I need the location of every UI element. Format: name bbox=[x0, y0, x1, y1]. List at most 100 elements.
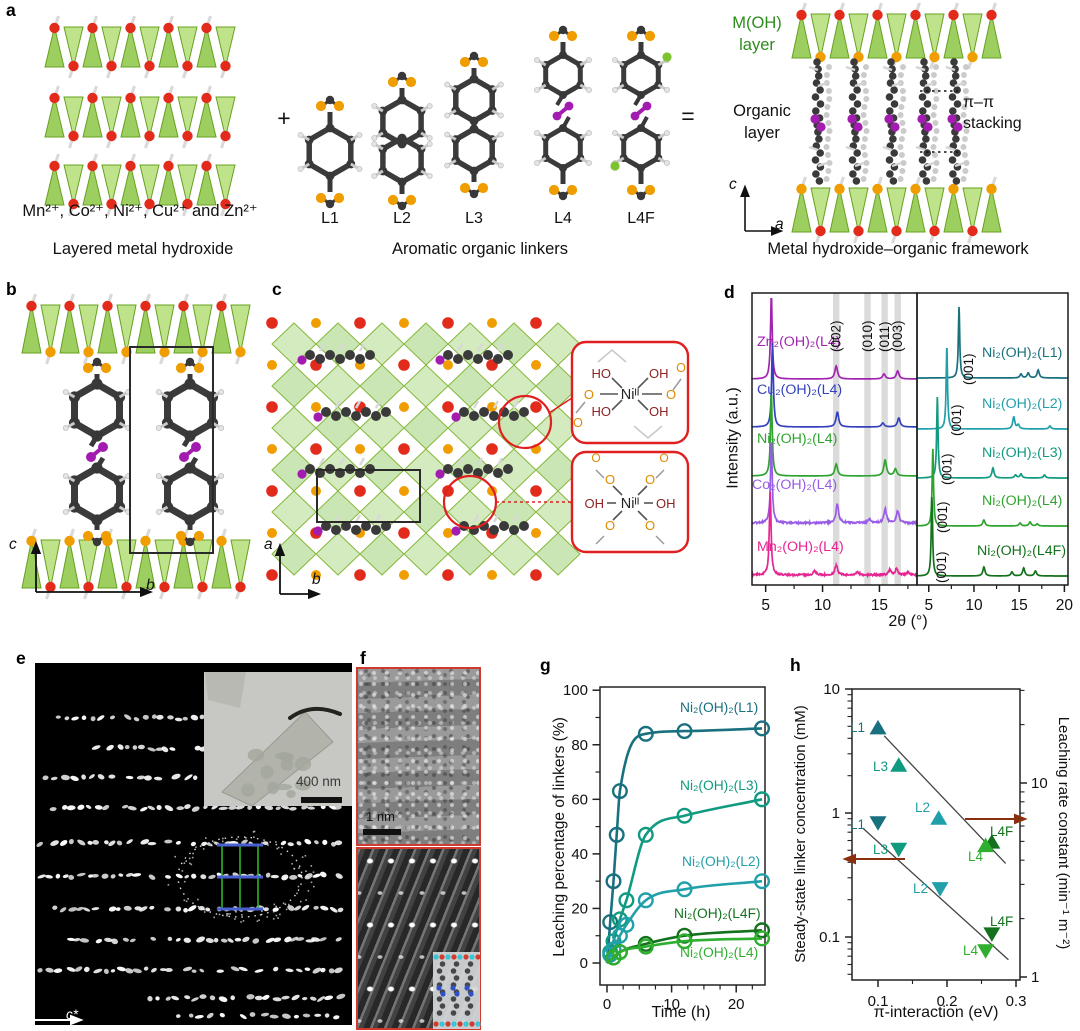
atom-sphere bbox=[948, 183, 959, 195]
hydroxide-polyhedron bbox=[924, 13, 945, 59]
tick-label: 10 bbox=[1031, 775, 1048, 792]
ghost-carbon bbox=[932, 168, 939, 174]
atom-sphere bbox=[399, 318, 409, 328]
diffraction-spot bbox=[184, 995, 191, 1000]
ghost-carbon bbox=[960, 72, 967, 78]
diffraction-spot bbox=[106, 744, 114, 751]
atom-sphere bbox=[442, 401, 454, 413]
hydroxide-polyhedron bbox=[120, 96, 141, 138]
carbon-atom bbox=[335, 354, 345, 364]
diffraction-spot bbox=[88, 774, 95, 779]
axis-b-label-c: b bbox=[312, 571, 321, 588]
h-stick bbox=[954, 161, 965, 168]
atom-sphere bbox=[220, 130, 231, 142]
oxygen-atom bbox=[459, 56, 471, 68]
hydroxide-polyhedron bbox=[403, 364, 449, 408]
speckle bbox=[207, 909, 209, 911]
carbon-atom bbox=[436, 996, 443, 1002]
atom-sphere bbox=[106, 60, 117, 72]
diffraction-spot bbox=[285, 968, 294, 973]
speckle bbox=[273, 903, 276, 906]
atom-sphere bbox=[201, 22, 212, 34]
atom-sphere bbox=[163, 22, 174, 34]
atom-sphere bbox=[220, 198, 231, 210]
hydroxide-polyhedron bbox=[943, 187, 964, 233]
carbon-atom bbox=[923, 86, 931, 94]
organic-layer-label-line2: layer bbox=[744, 124, 780, 142]
atom-sphere bbox=[398, 359, 410, 371]
diffraction-spot bbox=[164, 805, 174, 812]
diffraction-spot bbox=[291, 994, 300, 1001]
atom-sphere bbox=[443, 444, 453, 454]
carbon-atom bbox=[851, 72, 860, 80]
diffraction-spot bbox=[71, 716, 79, 721]
figure-shape bbox=[597, 349, 627, 363]
tick-label: 1 bbox=[832, 805, 840, 822]
carbon-atom bbox=[321, 407, 331, 417]
nitrogen-atom bbox=[297, 355, 307, 365]
xrd-peak-index-label: (001) bbox=[939, 453, 954, 485]
diffraction-spot bbox=[115, 907, 121, 912]
oxygen-atom bbox=[644, 30, 656, 42]
diffraction-spot bbox=[280, 840, 287, 846]
ghost-carbon bbox=[826, 96, 833, 102]
data-point-down-triangle bbox=[977, 944, 995, 959]
diffraction-spot bbox=[293, 1014, 299, 1019]
oxygen-atom bbox=[566, 30, 578, 42]
hydrogen-atom bbox=[586, 160, 592, 166]
atom-sphere bbox=[144, 198, 155, 210]
speckle bbox=[197, 898, 199, 901]
hydroxide-polyhedron bbox=[63, 96, 84, 138]
diffraction-spot bbox=[74, 966, 83, 972]
figure-shape bbox=[595, 535, 605, 545]
atom-sphere bbox=[530, 401, 542, 413]
ghost-carbon bbox=[932, 120, 939, 126]
diffraction-spot bbox=[313, 905, 319, 910]
speckle bbox=[267, 844, 269, 846]
hydroxide-polyhedron bbox=[78, 539, 99, 589]
diffraction-spot bbox=[246, 994, 255, 1000]
h-stick bbox=[496, 343, 504, 352]
h-stick bbox=[854, 161, 865, 168]
diffraction-spot bbox=[194, 1014, 204, 1019]
diffraction-spot bbox=[329, 906, 338, 913]
diffraction-spot bbox=[319, 937, 327, 942]
speckle bbox=[195, 846, 197, 848]
speckle bbox=[305, 870, 307, 872]
xrd-curve bbox=[751, 342, 917, 428]
h-stick bbox=[358, 343, 366, 352]
bond bbox=[637, 485, 648, 496]
benzene-ring bbox=[71, 464, 123, 524]
moh-layer-label-line2: layer bbox=[739, 36, 775, 54]
tick-label: 100 bbox=[563, 682, 588, 699]
speckle bbox=[213, 916, 215, 919]
ghost-carbon bbox=[960, 176, 967, 182]
hydroxide-polyhedron bbox=[158, 96, 179, 138]
atom-sphere bbox=[26, 535, 37, 547]
hydroxide-polyhedron bbox=[154, 539, 175, 589]
scatter-xlabel: π-interaction (eV) bbox=[873, 1004, 999, 1021]
hydroxide-polyhedron bbox=[21, 304, 42, 354]
hydroxide-polyhedron bbox=[359, 364, 405, 408]
nitrogen-atom bbox=[464, 985, 470, 991]
carbon-atom bbox=[814, 72, 823, 80]
ghost-carbon bbox=[860, 112, 867, 118]
point-label: L2 bbox=[915, 800, 930, 815]
hydroxide-polyhedron bbox=[135, 304, 156, 354]
carbon-atom bbox=[849, 170, 857, 178]
hydroxide-polyhedron bbox=[120, 26, 141, 68]
carbon-atom bbox=[853, 100, 862, 108]
carbon-atom bbox=[815, 135, 823, 143]
hydrogen-atom bbox=[426, 173, 433, 179]
ghost-carbon bbox=[860, 176, 867, 182]
carbon-atom bbox=[921, 72, 930, 80]
oxygen-atom bbox=[387, 194, 399, 206]
nitrogen-atom bbox=[810, 114, 820, 124]
carbon-atom bbox=[558, 25, 568, 35]
data-point bbox=[618, 892, 635, 909]
atom-sphere bbox=[531, 360, 541, 370]
hydroxide-polyhedron bbox=[886, 13, 907, 59]
ghost-carbon bbox=[825, 168, 832, 174]
benzene-ring bbox=[621, 52, 661, 98]
diffraction-spot bbox=[126, 839, 133, 845]
